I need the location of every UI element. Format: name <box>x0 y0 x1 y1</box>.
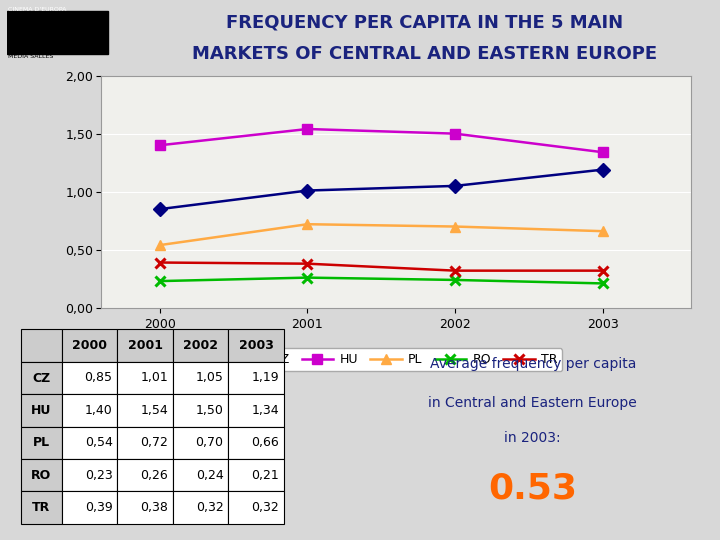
Text: 2003: 2003 <box>238 339 274 352</box>
TR <box>156 259 164 266</box>
Bar <box>228 329 284 362</box>
Bar <box>117 427 173 459</box>
Text: 1,34: 1,34 <box>251 404 279 417</box>
HU <box>598 149 607 156</box>
Bar <box>62 329 117 362</box>
Bar <box>117 491 173 524</box>
Text: MARKETS OF CENTRAL AND EASTERN EUROPE: MARKETS OF CENTRAL AND EASTERN EUROPE <box>192 45 657 63</box>
Text: 1,05: 1,05 <box>196 372 223 384</box>
Bar <box>117 362 173 394</box>
Bar <box>228 362 284 394</box>
Text: CINEMA D'EUROPA: CINEMA D'EUROPA <box>9 7 67 12</box>
Line: CZ: CZ <box>155 165 608 214</box>
Text: 0,24: 0,24 <box>196 469 223 482</box>
HU <box>303 126 312 132</box>
Bar <box>173 329 228 362</box>
Text: 0,26: 0,26 <box>140 469 168 482</box>
Text: FREQUENCY PER CAPITA IN THE 5 MAIN: FREQUENCY PER CAPITA IN THE 5 MAIN <box>226 13 624 31</box>
RO <box>156 278 164 285</box>
RO <box>303 274 312 281</box>
Text: 0,72: 0,72 <box>140 436 168 449</box>
Bar <box>21 329 62 362</box>
CZ <box>598 166 607 173</box>
Text: 0,23: 0,23 <box>85 469 112 482</box>
Bar <box>21 394 62 427</box>
Text: 0,85: 0,85 <box>85 372 112 384</box>
Text: 0,54: 0,54 <box>85 436 112 449</box>
Text: 1,54: 1,54 <box>140 404 168 417</box>
PL <box>156 242 164 248</box>
Bar <box>173 394 228 427</box>
Bar <box>117 459 173 491</box>
Line: PL: PL <box>155 219 608 250</box>
TR <box>303 260 312 267</box>
Bar <box>228 459 284 491</box>
Bar <box>117 329 173 362</box>
Text: CZ: CZ <box>32 372 50 384</box>
RO <box>598 280 607 287</box>
Text: HU: HU <box>31 404 52 417</box>
RO <box>451 276 459 283</box>
Bar <box>62 362 117 394</box>
Text: 0,66: 0,66 <box>251 436 279 449</box>
Bar <box>173 427 228 459</box>
Text: TR: TR <box>32 501 50 514</box>
Bar <box>62 427 117 459</box>
Bar <box>21 362 62 394</box>
HU <box>451 131 459 137</box>
Bar <box>117 394 173 427</box>
Bar <box>62 394 117 427</box>
Bar <box>228 394 284 427</box>
Text: 1,40: 1,40 <box>85 404 112 417</box>
Text: in Central and Eastern Europe: in Central and Eastern Europe <box>428 396 637 410</box>
Text: Average frequency per capita: Average frequency per capita <box>430 357 636 372</box>
Legend: CZ, HU, PL, RO, TR: CZ, HU, PL, RO, TR <box>230 348 562 371</box>
Text: 0,32: 0,32 <box>196 501 223 514</box>
Text: 1,01: 1,01 <box>140 372 168 384</box>
PL <box>303 221 312 227</box>
Text: in 2003:: in 2003: <box>505 431 561 446</box>
Bar <box>228 427 284 459</box>
Bar <box>62 459 117 491</box>
Line: HU: HU <box>155 124 608 157</box>
CZ <box>156 206 164 212</box>
Text: 2002: 2002 <box>183 339 218 352</box>
Text: 0,38: 0,38 <box>140 501 168 514</box>
Text: 2000: 2000 <box>72 339 107 352</box>
Bar <box>173 362 228 394</box>
Text: PL: PL <box>33 436 50 449</box>
Text: MEDIA SALLES: MEDIA SALLES <box>9 54 54 59</box>
Text: 0,21: 0,21 <box>251 469 279 482</box>
Bar <box>62 491 117 524</box>
Text: 1,50: 1,50 <box>196 404 223 417</box>
TR <box>451 267 459 274</box>
HU <box>156 142 164 149</box>
CZ <box>451 183 459 189</box>
Text: 0,32: 0,32 <box>251 501 279 514</box>
Text: 0,39: 0,39 <box>85 501 112 514</box>
TR <box>598 267 607 274</box>
Bar <box>173 459 228 491</box>
Bar <box>21 491 62 524</box>
Text: 1,19: 1,19 <box>251 372 279 384</box>
Text: RO: RO <box>31 469 51 482</box>
Line: TR: TR <box>155 258 608 275</box>
Text: 0,70: 0,70 <box>196 436 223 449</box>
Line: RO: RO <box>155 273 608 288</box>
Bar <box>173 491 228 524</box>
Bar <box>21 459 62 491</box>
Bar <box>21 427 62 459</box>
Text: 0.53: 0.53 <box>488 472 577 506</box>
PL <box>598 228 607 234</box>
Text: 2001: 2001 <box>127 339 163 352</box>
CZ <box>303 187 312 194</box>
Bar <box>228 491 284 524</box>
FancyBboxPatch shape <box>7 11 107 54</box>
PL <box>451 224 459 230</box>
